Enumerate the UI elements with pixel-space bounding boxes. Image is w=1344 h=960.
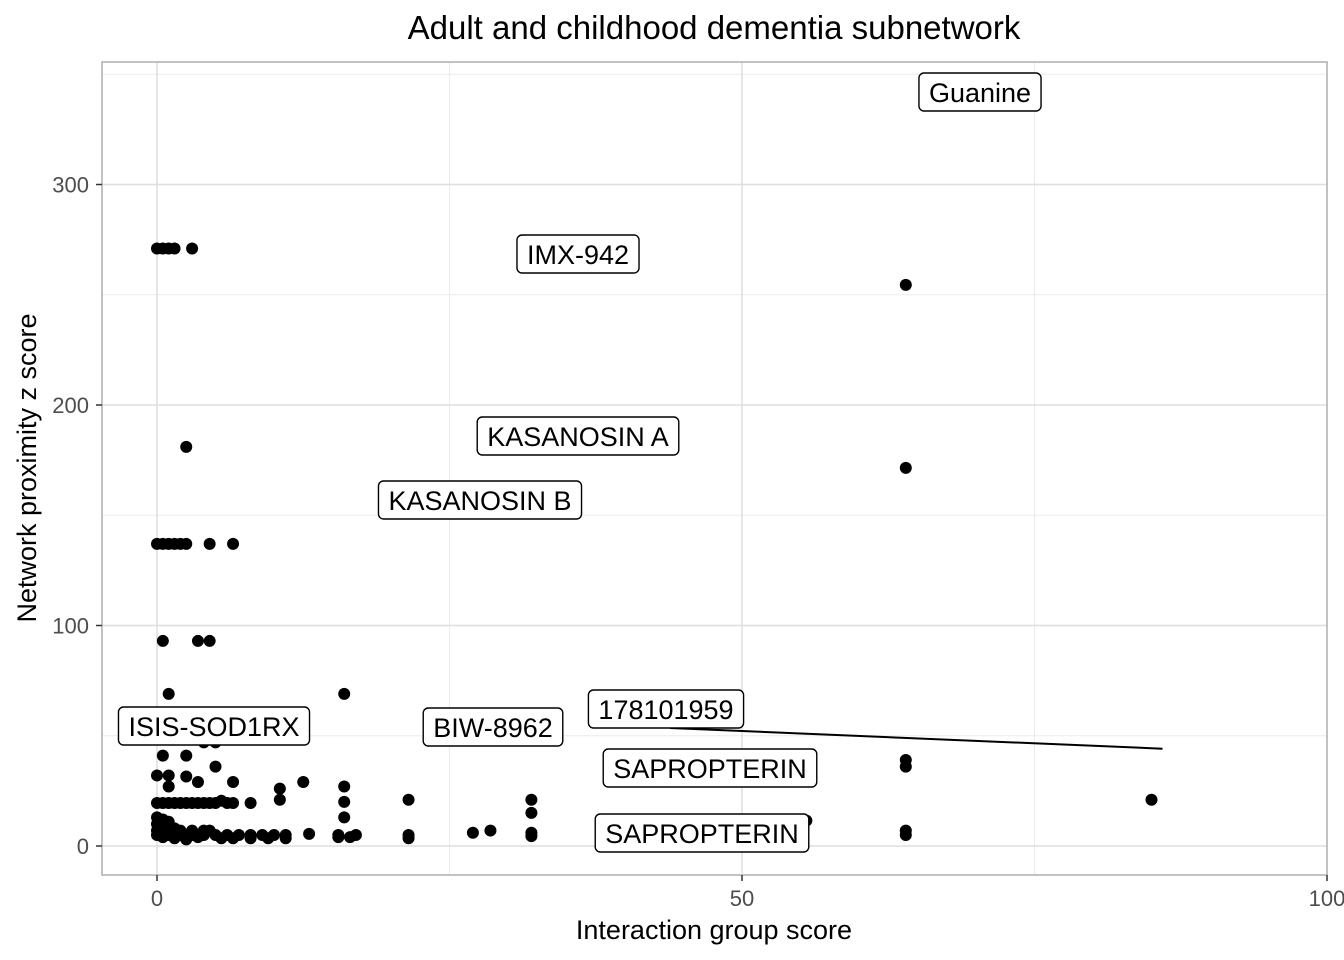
data-point: [303, 827, 316, 840]
data-point: [899, 278, 912, 291]
annotation-text: IMX-942: [527, 240, 629, 270]
data-point: [203, 537, 216, 550]
data-points: [151, 242, 1158, 846]
data-point: [244, 832, 257, 845]
y-tick-label: 0: [77, 834, 89, 859]
data-point: [227, 776, 240, 789]
annotation-label: 178101959: [587, 689, 745, 729]
data-point: [162, 687, 175, 700]
data-point: [191, 634, 204, 647]
x-axis-ticks: 050100150200: [151, 875, 1344, 911]
data-point: [899, 828, 912, 841]
data-point: [180, 770, 193, 783]
annotation-text: BIW-8962: [433, 713, 553, 743]
data-point: [227, 537, 240, 550]
annotation-text: KASANOSIN B: [388, 486, 571, 516]
data-point: [180, 537, 193, 550]
data-point: [186, 242, 199, 255]
data-point: [525, 806, 538, 819]
data-point: [203, 634, 216, 647]
data-point: [162, 769, 175, 782]
data-point: [332, 831, 345, 844]
data-point: [273, 793, 286, 806]
data-point: [402, 793, 415, 806]
y-axis-ticks: 0 100 200 300: [52, 173, 102, 859]
data-point: [899, 461, 912, 474]
annotation-box: [516, 234, 640, 274]
y-tick-label: 200: [52, 393, 89, 418]
data-point: [899, 760, 912, 773]
annotation-box: [587, 689, 745, 729]
data-point: [402, 832, 415, 845]
data-point: [156, 749, 169, 762]
data-point: [209, 760, 222, 773]
x-tick-label: 100: [1309, 886, 1344, 911]
data-point: [180, 440, 193, 453]
data-point: [338, 687, 351, 700]
annotation-connector: [669, 727, 1163, 750]
annotation-text: SAPROPTERIN: [613, 754, 807, 784]
annotation-label: IMX-942: [516, 234, 640, 274]
x-tick-label: 0: [151, 886, 163, 911]
y-axis-title: Network proximity z score: [12, 313, 42, 622]
data-point: [162, 780, 175, 793]
chart-title: Adult and childhood dementia subnetwork: [408, 9, 1021, 46]
plot-panel: Guanine IMX-942 KASANOSIN A KASANOSIN B ISIS…: [101, 61, 1328, 876]
annotation-box: [476, 416, 680, 456]
data-point: [215, 832, 228, 845]
annotation-label: ISIS-SOD1RX: [117, 706, 311, 746]
data-point: [297, 776, 310, 789]
data-point: [151, 769, 163, 782]
data-point: [191, 831, 204, 844]
annotation-text: SAPROPTERIN: [605, 819, 799, 849]
data-point: [338, 795, 351, 808]
data-point: [525, 830, 538, 843]
data-point: [338, 811, 351, 824]
annotation-box: [377, 480, 583, 520]
data-point: [191, 776, 204, 789]
data-point: [244, 797, 257, 810]
data-point: [180, 833, 193, 846]
data-point: [227, 832, 240, 845]
data-point: [338, 780, 351, 793]
annotation-box: [594, 813, 810, 853]
annotation-box: [918, 72, 1042, 112]
data-point: [227, 797, 240, 810]
annotation-connectors: [669, 727, 1163, 750]
y-tick-label: 300: [52, 173, 89, 198]
data-point: [279, 832, 292, 845]
data-point: [262, 832, 275, 845]
data-point: [1145, 793, 1158, 806]
annotation-label: KASANOSIN A: [476, 416, 680, 456]
data-point: [466, 826, 479, 839]
data-point: [525, 793, 538, 806]
annotation-box: [117, 706, 311, 746]
annotation-text: Guanine: [929, 78, 1031, 108]
x-axis-title: Interaction group score: [576, 915, 852, 945]
data-point: [484, 824, 497, 837]
plot-border: [101, 61, 1328, 876]
data-point: [180, 749, 193, 762]
annotation-text: 178101959: [598, 695, 733, 725]
annotation-label: BIW-8962: [422, 707, 564, 747]
annotation-box: [602, 748, 818, 788]
data-point: [273, 782, 286, 795]
annotation-box: [422, 707, 564, 747]
y-tick-label: 100: [52, 614, 89, 639]
data-point: [168, 242, 181, 255]
data-point: [156, 831, 169, 844]
x-tick-label: 50: [730, 886, 754, 911]
annotation-label: SAPROPTERIN: [594, 813, 810, 853]
annotation-label: KASANOSIN B: [377, 480, 583, 520]
annotation-label: SAPROPTERIN: [602, 748, 818, 788]
annotation-text: ISIS-SOD1RX: [128, 712, 299, 742]
annotation-label: Guanine: [918, 72, 1042, 112]
data-point: [344, 831, 357, 844]
annotation-text: KASANOSIN A: [487, 422, 669, 452]
data-point: [168, 832, 181, 845]
annotation-labels: Guanine IMX-942 KASANOSIN A KASANOSIN B ISIS…: [117, 72, 1042, 853]
data-point: [156, 634, 169, 647]
